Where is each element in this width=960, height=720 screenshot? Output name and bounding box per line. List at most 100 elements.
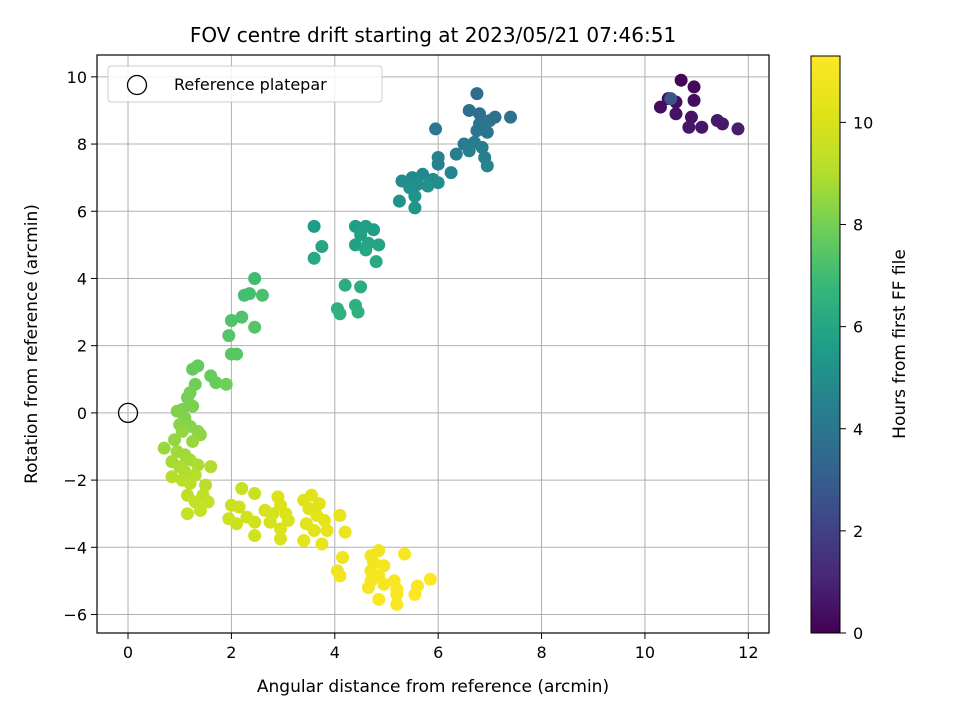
data-point (687, 80, 701, 94)
y-axis-ticks: −6 −4 −2 0 2 4 6 8 10 (63, 68, 97, 625)
data-point (279, 507, 293, 521)
data-point (664, 92, 678, 106)
data-point (201, 495, 215, 509)
data-point (320, 524, 334, 538)
x-tick-label: 8 (536, 643, 546, 662)
data-point (416, 167, 430, 181)
data-point (408, 587, 422, 601)
legend: Reference platepar (107, 65, 383, 103)
data-point (338, 525, 352, 539)
legend-box (107, 65, 383, 103)
data-point (480, 125, 494, 139)
data-point (199, 478, 213, 492)
data-point (354, 228, 368, 242)
data-point (230, 347, 244, 361)
data-point (248, 320, 262, 334)
data-point (180, 507, 194, 521)
data-point (274, 532, 288, 546)
data-point (165, 470, 179, 484)
data-point (255, 288, 269, 302)
data-point (390, 587, 404, 601)
data-point (470, 87, 484, 101)
reference-marker (117, 402, 139, 424)
data-point (175, 424, 189, 438)
data-point (209, 376, 223, 390)
data-point (653, 100, 667, 114)
data-point (235, 310, 249, 324)
data-point (372, 238, 386, 252)
data-point (157, 441, 171, 455)
data-point (429, 122, 443, 136)
y-tick-label: −2 (63, 471, 87, 490)
data-point (475, 140, 489, 154)
colorbar-label: Hours from first FF file (890, 249, 910, 439)
legend-label: Reference platepar (174, 75, 327, 94)
data-point (317, 513, 331, 527)
y-axis-label: Rotation from reference (arcmin) (22, 204, 42, 484)
colorbar-tick-label: 4 (853, 420, 863, 439)
colorbar-ticks: 0 2 4 6 8 10 (840, 113, 873, 643)
colorbar-gradient (810, 55, 841, 634)
x-tick-label: 4 (330, 643, 340, 662)
data-point (695, 120, 709, 134)
chart-title: FOV centre drift starting at 2023/05/21 … (190, 23, 676, 47)
data-point (312, 497, 326, 511)
data-point (359, 243, 373, 257)
data-point (338, 278, 352, 292)
data-point (731, 122, 745, 136)
data-point (444, 166, 458, 180)
data-point (307, 251, 321, 265)
x-axis-ticks: 0 2 4 6 8 10 12 (123, 633, 759, 662)
data-point (351, 305, 365, 319)
data-point (274, 522, 288, 536)
data-point (473, 107, 487, 121)
data-point (682, 120, 696, 134)
data-point (222, 329, 236, 343)
data-point (377, 577, 391, 591)
data-point (687, 93, 701, 107)
data-point (186, 399, 200, 413)
data-point (684, 110, 698, 124)
data-point (462, 144, 476, 158)
data-point (369, 255, 383, 269)
data-point (372, 592, 386, 606)
data-point (193, 503, 207, 517)
grid (97, 55, 769, 633)
data-point (224, 313, 238, 327)
data-point (235, 482, 249, 495)
data-point (230, 517, 244, 531)
data-point (168, 433, 182, 447)
data-point (336, 550, 350, 564)
colorbar-tick-label: 6 (853, 318, 863, 337)
x-tick-label: 0 (123, 643, 133, 662)
data-point (333, 307, 347, 321)
data-point (307, 524, 321, 538)
data-point (186, 362, 200, 376)
data-point (361, 581, 375, 595)
data-point (219, 377, 233, 391)
y-tick-label: 0 (77, 404, 87, 423)
data-point (333, 508, 347, 522)
y-tick-label: 2 (77, 337, 87, 356)
data-point (715, 117, 729, 131)
data-point (390, 597, 404, 611)
data-point (248, 487, 262, 501)
data-point (367, 223, 381, 237)
data-point (348, 238, 362, 252)
data-point (423, 572, 437, 586)
data-point (392, 194, 406, 208)
data-point (315, 240, 329, 254)
data-point (315, 537, 329, 551)
colorbar-tick-label: 10 (853, 113, 873, 132)
colorbar: 0 2 4 6 8 10 Hours from first FF file (810, 55, 910, 643)
data-point (204, 460, 218, 474)
data-point (297, 534, 311, 548)
data-point (483, 114, 497, 128)
data-point (398, 547, 412, 561)
y-tick-label: 6 (77, 202, 87, 221)
y-tick-label: −4 (63, 538, 87, 557)
legend-marker (126, 74, 148, 96)
data-point (248, 271, 262, 285)
data-point (408, 201, 422, 215)
